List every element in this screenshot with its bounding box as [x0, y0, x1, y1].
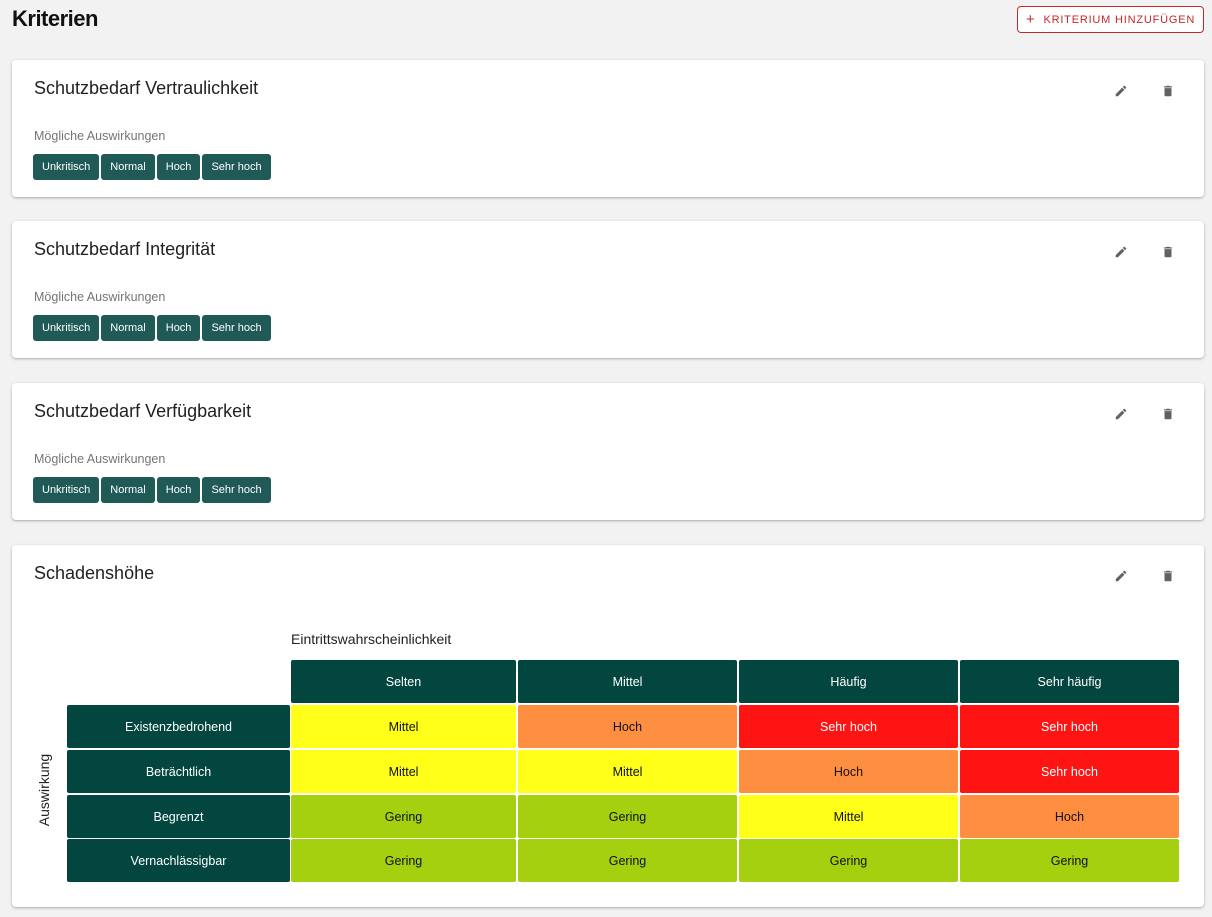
- pencil-icon: [1115, 408, 1127, 420]
- matrix-cell[interactable]: Mittel: [291, 705, 516, 748]
- delete-button[interactable]: [1157, 241, 1179, 263]
- impact-chip[interactable]: Unkritisch: [33, 315, 100, 341]
- impact-chip[interactable]: Sehr hoch: [202, 315, 271, 341]
- plus-icon: +: [1025, 11, 1036, 28]
- matrix-column-header: Sehr häufig: [960, 660, 1179, 703]
- impact-chip[interactable]: Hoch: [156, 477, 201, 503]
- matrix-row-header: Existenzbedrohend: [67, 705, 290, 748]
- matrix-cell[interactable]: Hoch: [960, 795, 1179, 838]
- matrix-cell[interactable]: Hoch: [739, 750, 958, 793]
- delete-button[interactable]: [1157, 80, 1179, 102]
- criterion-card: Schutzbedarf Vertraulichkeit Mögliche Au…: [12, 60, 1204, 197]
- impacts-label: Mögliche Auswirkungen: [34, 452, 166, 466]
- impact-chip[interactable]: Normal: [101, 154, 155, 180]
- criterion-title: Schadenshöhe: [34, 563, 155, 583]
- matrix-column-header: Selten: [291, 660, 516, 703]
- edit-button[interactable]: [1110, 241, 1132, 263]
- matrix-row-axis-title: Auswirkung: [36, 753, 52, 827]
- impacts-label: Mögliche Auswirkungen: [34, 129, 166, 143]
- matrix-row-header: Beträchtlich: [67, 750, 290, 793]
- impacts-label: Mögliche Auswirkungen: [34, 290, 166, 304]
- impact-chip[interactable]: Normal: [101, 477, 155, 503]
- criterion-card: Schutzbedarf Integrität Mögliche Auswirk…: [12, 221, 1204, 358]
- trash-icon: [1163, 246, 1173, 258]
- pencil-icon: [1115, 85, 1127, 97]
- matrix-cell[interactable]: Gering: [739, 839, 958, 882]
- trash-icon: [1163, 570, 1173, 582]
- trash-icon: [1163, 408, 1173, 420]
- add-criterion-label: KRITERIUM HINZUFÜGEN: [1043, 13, 1196, 26]
- impact-chip[interactable]: Unkritisch: [33, 154, 100, 180]
- edit-button[interactable]: [1110, 80, 1132, 102]
- add-criterion-button[interactable]: + KRITERIUM HINZUFÜGEN: [1017, 6, 1204, 33]
- impact-chip[interactable]: Normal: [101, 315, 155, 341]
- impact-chip-list: Unkritisch Normal Hoch Sehr hoch: [33, 315, 271, 341]
- matrix-cell[interactable]: Sehr hoch: [960, 750, 1179, 793]
- criterion-title: Schutzbedarf Integrität: [34, 239, 216, 259]
- pencil-icon: [1115, 570, 1127, 582]
- matrix-cell[interactable]: Hoch: [518, 705, 737, 748]
- criterion-title: Schutzbedarf Vertraulichkeit: [34, 78, 259, 98]
- edit-button[interactable]: [1110, 403, 1132, 425]
- matrix-cell[interactable]: Mittel: [518, 750, 737, 793]
- impact-chip[interactable]: Hoch: [156, 154, 201, 180]
- criterion-title: Schutzbedarf Verfügbarkeit: [34, 401, 252, 421]
- trash-icon: [1163, 85, 1173, 97]
- matrix-cell[interactable]: Gering: [960, 839, 1179, 882]
- impact-chip[interactable]: Unkritisch: [33, 477, 100, 503]
- matrix-cell[interactable]: Sehr hoch: [739, 705, 958, 748]
- pencil-icon: [1115, 246, 1127, 258]
- criterion-card-damage: Schadenshöhe Eintrittswahrscheinlichkeit…: [12, 545, 1204, 907]
- matrix-cell[interactable]: Gering: [518, 839, 737, 882]
- impact-chip[interactable]: Sehr hoch: [202, 477, 271, 503]
- matrix-cell[interactable]: Mittel: [291, 750, 516, 793]
- matrix-cell[interactable]: Gering: [291, 839, 516, 882]
- matrix-cell[interactable]: Sehr hoch: [960, 705, 1179, 748]
- matrix-cell[interactable]: Gering: [291, 795, 516, 838]
- matrix-column-header: Mittel: [518, 660, 737, 703]
- matrix-cell[interactable]: Gering: [518, 795, 737, 838]
- matrix-cell[interactable]: Mittel: [739, 795, 958, 838]
- page-title: Kriterien: [12, 6, 98, 31]
- matrix-row-header: Begrenzt: [67, 795, 290, 838]
- impact-chip-list: Unkritisch Normal Hoch Sehr hoch: [33, 154, 271, 180]
- delete-button[interactable]: [1157, 403, 1179, 425]
- matrix-column-axis-title: Eintrittswahrscheinlichkeit: [291, 631, 452, 647]
- impact-chip[interactable]: Sehr hoch: [202, 154, 271, 180]
- matrix-row-header: Vernachlässigbar: [67, 839, 290, 882]
- impact-chip-list: Unkritisch Normal Hoch Sehr hoch: [33, 477, 271, 503]
- matrix-column-header: Häufig: [739, 660, 958, 703]
- impact-chip[interactable]: Hoch: [156, 315, 201, 341]
- criterion-card: Schutzbedarf Verfügbarkeit Mögliche Ausw…: [12, 383, 1204, 520]
- edit-button[interactable]: [1110, 565, 1132, 587]
- delete-button[interactable]: [1157, 565, 1179, 587]
